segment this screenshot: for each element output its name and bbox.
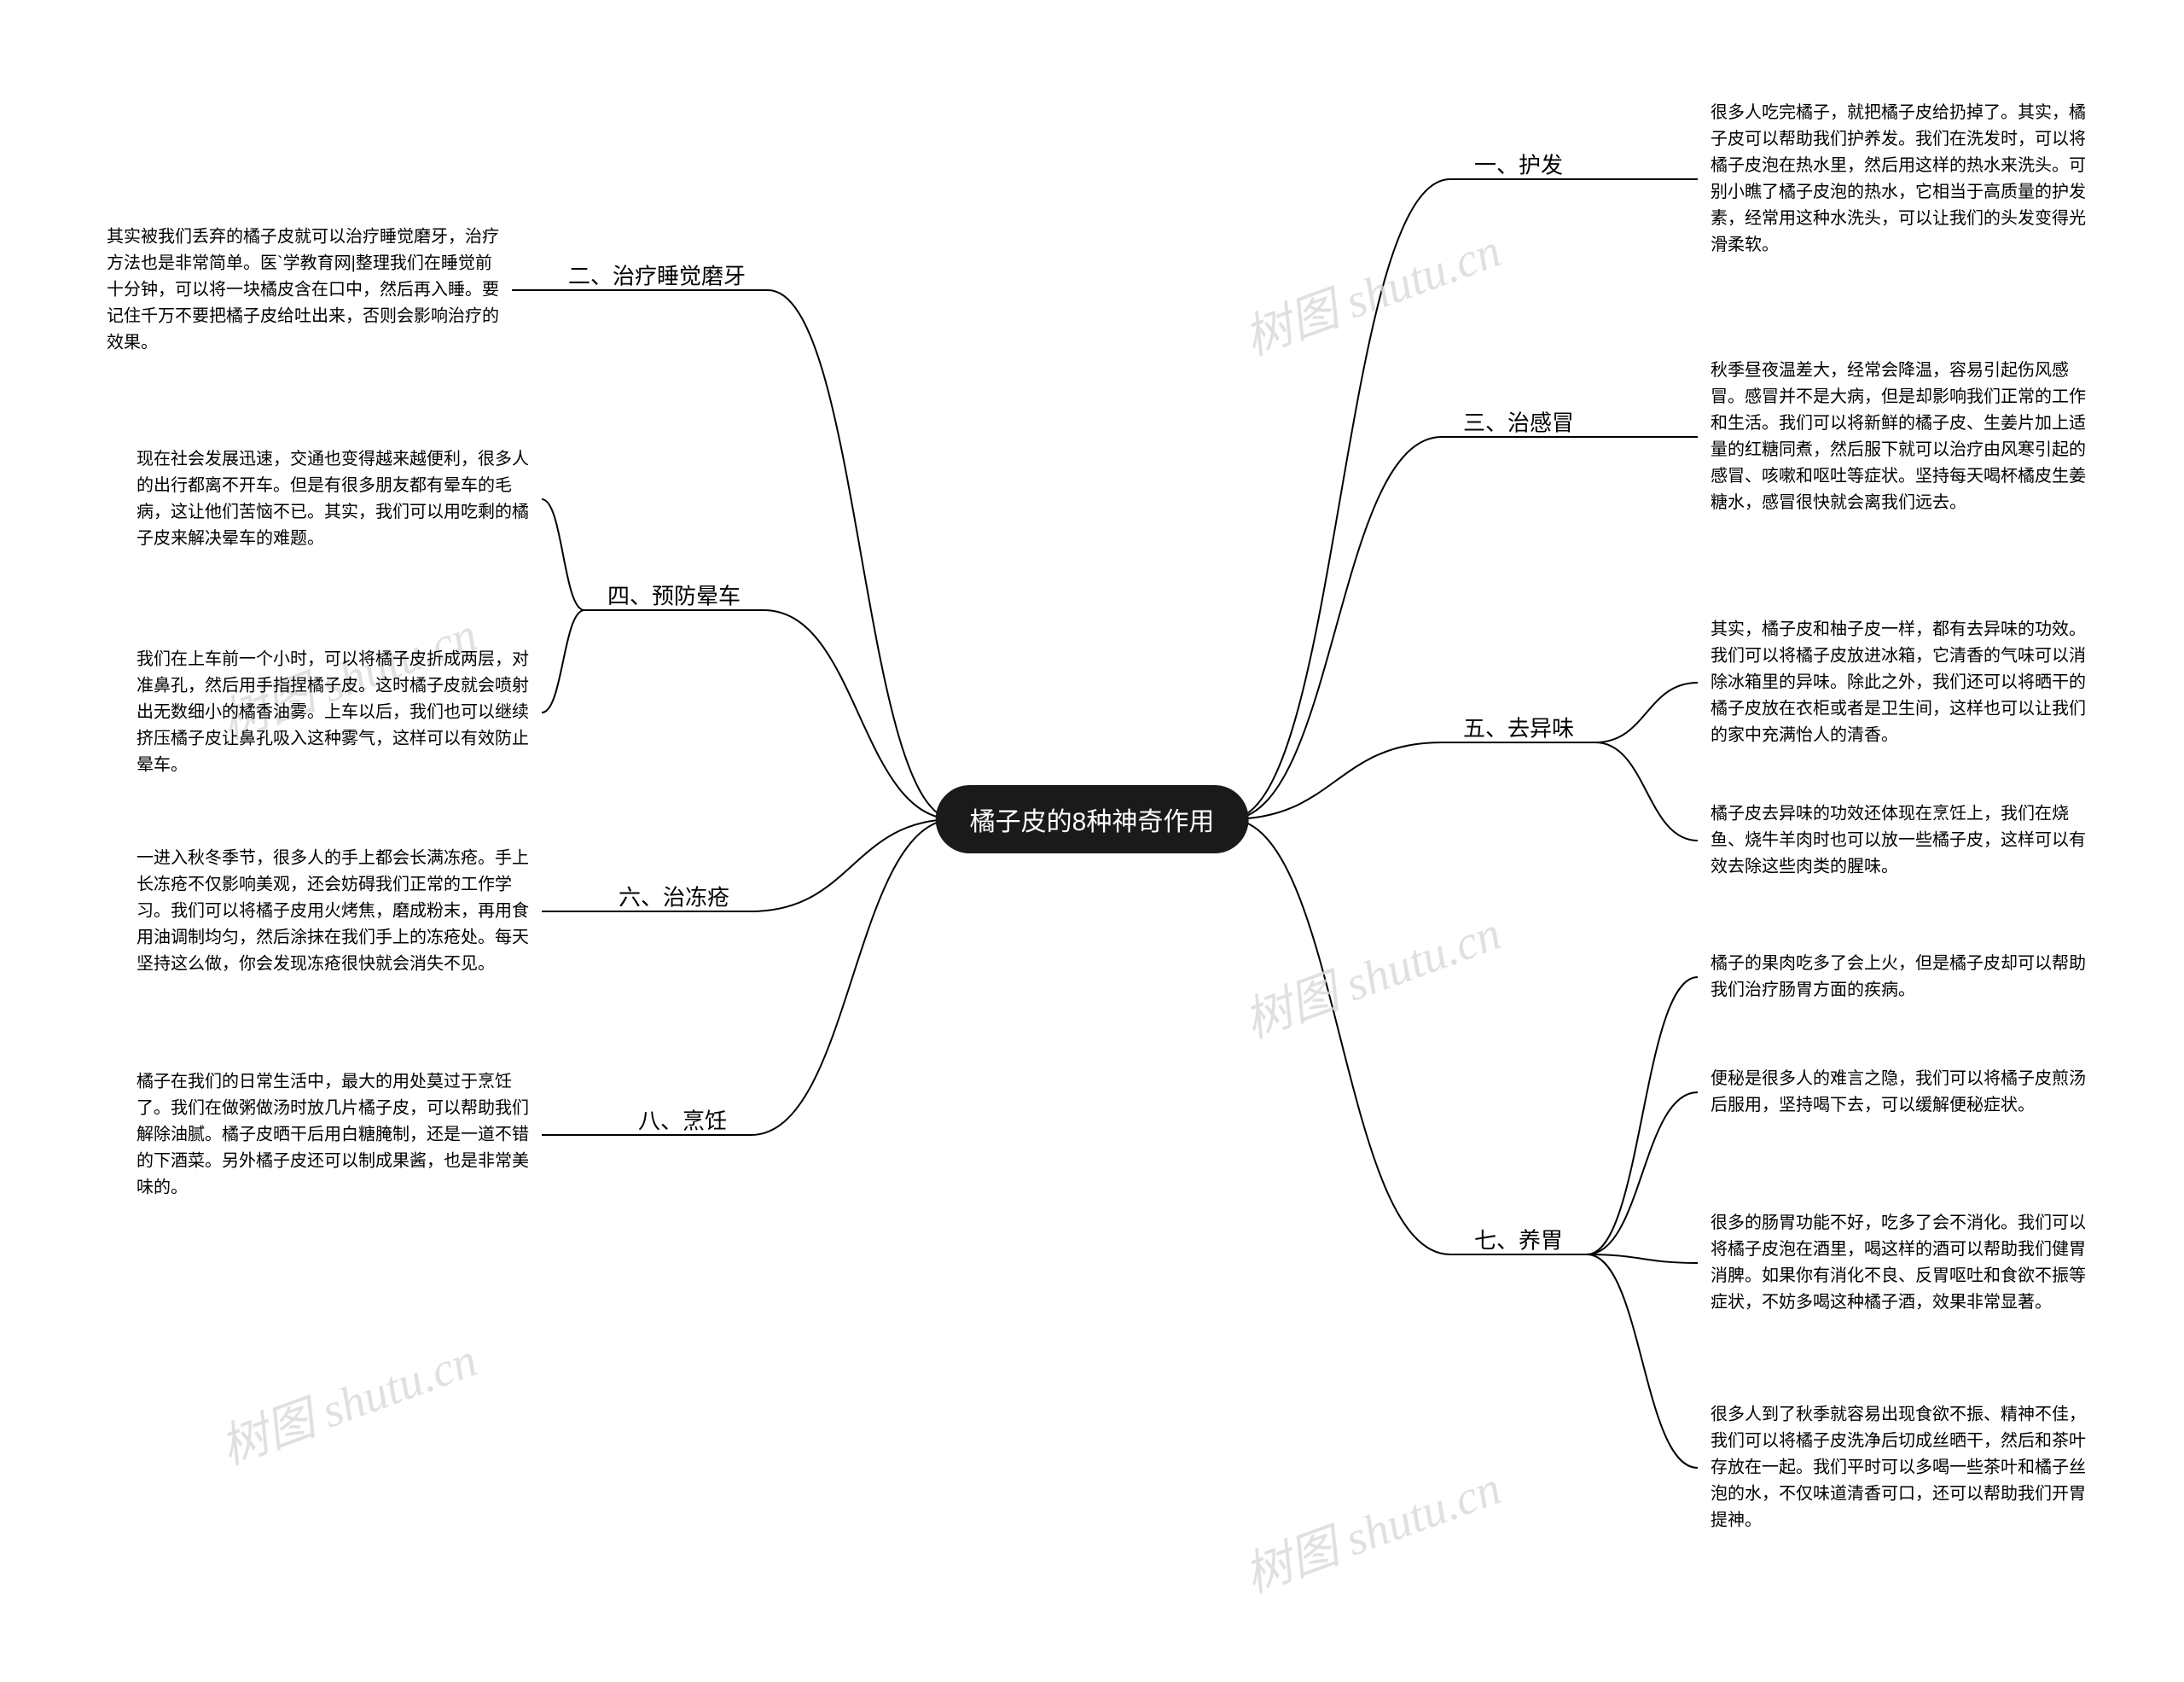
- edge-center-branch: [764, 610, 955, 819]
- edge-center-branch: [1230, 742, 1443, 819]
- edge-branch-leaf: [1595, 683, 1698, 742]
- leaf-b7l2: 便秘是很多人的难言之隐，我们可以将橘子皮煎汤后服用，坚持喝下去，可以缓解便秘症状…: [1711, 1066, 2086, 1119]
- edge-center-branch: [1230, 819, 1451, 1254]
- edge-branch-leaf: [1587, 1254, 1698, 1468]
- edge-center-branch: [751, 819, 955, 911]
- branch-b6: 六、治冻疮: [619, 881, 729, 912]
- leaf-b7l4: 很多人到了秋季就容易出现食欲不振、精神不佳，我们可以将橘子皮洗净后切成丝晒干，然…: [1711, 1402, 2086, 1534]
- leaf-b3l1: 秋季昼夜温差大，经常会降温，容易引起伤风感冒。感冒并不是大病，但是却影响我们正常…: [1711, 358, 2086, 516]
- leaf-b6l1: 一进入秋冬季节，很多人的手上都会长满冻疮。手上长冻疮不仅影响美观，还会妨碍我们正…: [136, 846, 529, 978]
- branch-b3: 三、治感冒: [1463, 406, 1574, 438]
- edge-branch-leaf: [542, 499, 584, 610]
- branch-b1: 一、护发: [1474, 148, 1563, 180]
- leaf-b8l1: 橘子在我们的日常生活中，最大的用处莫过于烹饪了。我们在做粥做汤时放几片橘子皮，可…: [136, 1069, 529, 1202]
- leaf-b4l1: 现在社会发展迅速，交通也变得越来越便利，很多人的出行都离不开车。但是有很多朋友都…: [136, 446, 529, 552]
- leaf-b5l1: 其实，橘子皮和柚子皮一样，都有去异味的功效。我们可以将橘子皮放进冰箱，它清香的气…: [1711, 617, 2086, 749]
- branch-b8: 八、烹饪: [638, 1104, 727, 1136]
- edge-branch-leaf: [1587, 977, 1698, 1254]
- branch-b5: 五、去异味: [1463, 712, 1574, 743]
- edge-center-branch: [1230, 437, 1443, 819]
- edge-branch-leaf: [1595, 742, 1698, 841]
- root-node: 橘子皮的8种神奇作用: [936, 785, 1249, 853]
- branch-b2: 二、治疗睡觉磨牙: [568, 259, 746, 291]
- edge-center-branch: [768, 290, 955, 819]
- leaf-b7l1: 橘子的果肉吃多了会上火，但是橘子皮却可以帮助我们治疗肠胃方面的疾病。: [1711, 951, 2086, 1004]
- leaf-b1l1: 很多人吃完橘子，就把橘子皮给扔掉了。其实，橘子皮可以帮助我们护养发。我们在洗发时…: [1711, 100, 2086, 259]
- leaf-b7l3: 很多的肠胃功能不好，吃多了会不消化。我们可以将橘子皮泡在酒里，喝这样的酒可以帮助…: [1711, 1210, 2086, 1316]
- leaf-b5l2: 橘子皮去异味的功效还体现在烹饪上，我们在烧鱼、烧牛羊肉时也可以放一些橘子皮，这样…: [1711, 801, 2086, 881]
- edge-branch-leaf: [542, 610, 584, 713]
- edge-center-branch: [751, 819, 955, 1135]
- leaf-b2l1: 其实被我们丢弃的橘子皮就可以治疗睡觉磨牙，治疗方法也是非常简单。医`学教育网|整…: [107, 224, 499, 357]
- branch-b4: 四、预防晕车: [607, 579, 741, 611]
- edge-center-branch: [1230, 179, 1451, 819]
- leaf-b4l2: 我们在上车前一个小时，可以将橘子皮折成两层，对准鼻孔，然后用手指捏橘子皮。这时橘…: [136, 647, 529, 779]
- branch-b7: 七、养胃: [1474, 1224, 1563, 1255]
